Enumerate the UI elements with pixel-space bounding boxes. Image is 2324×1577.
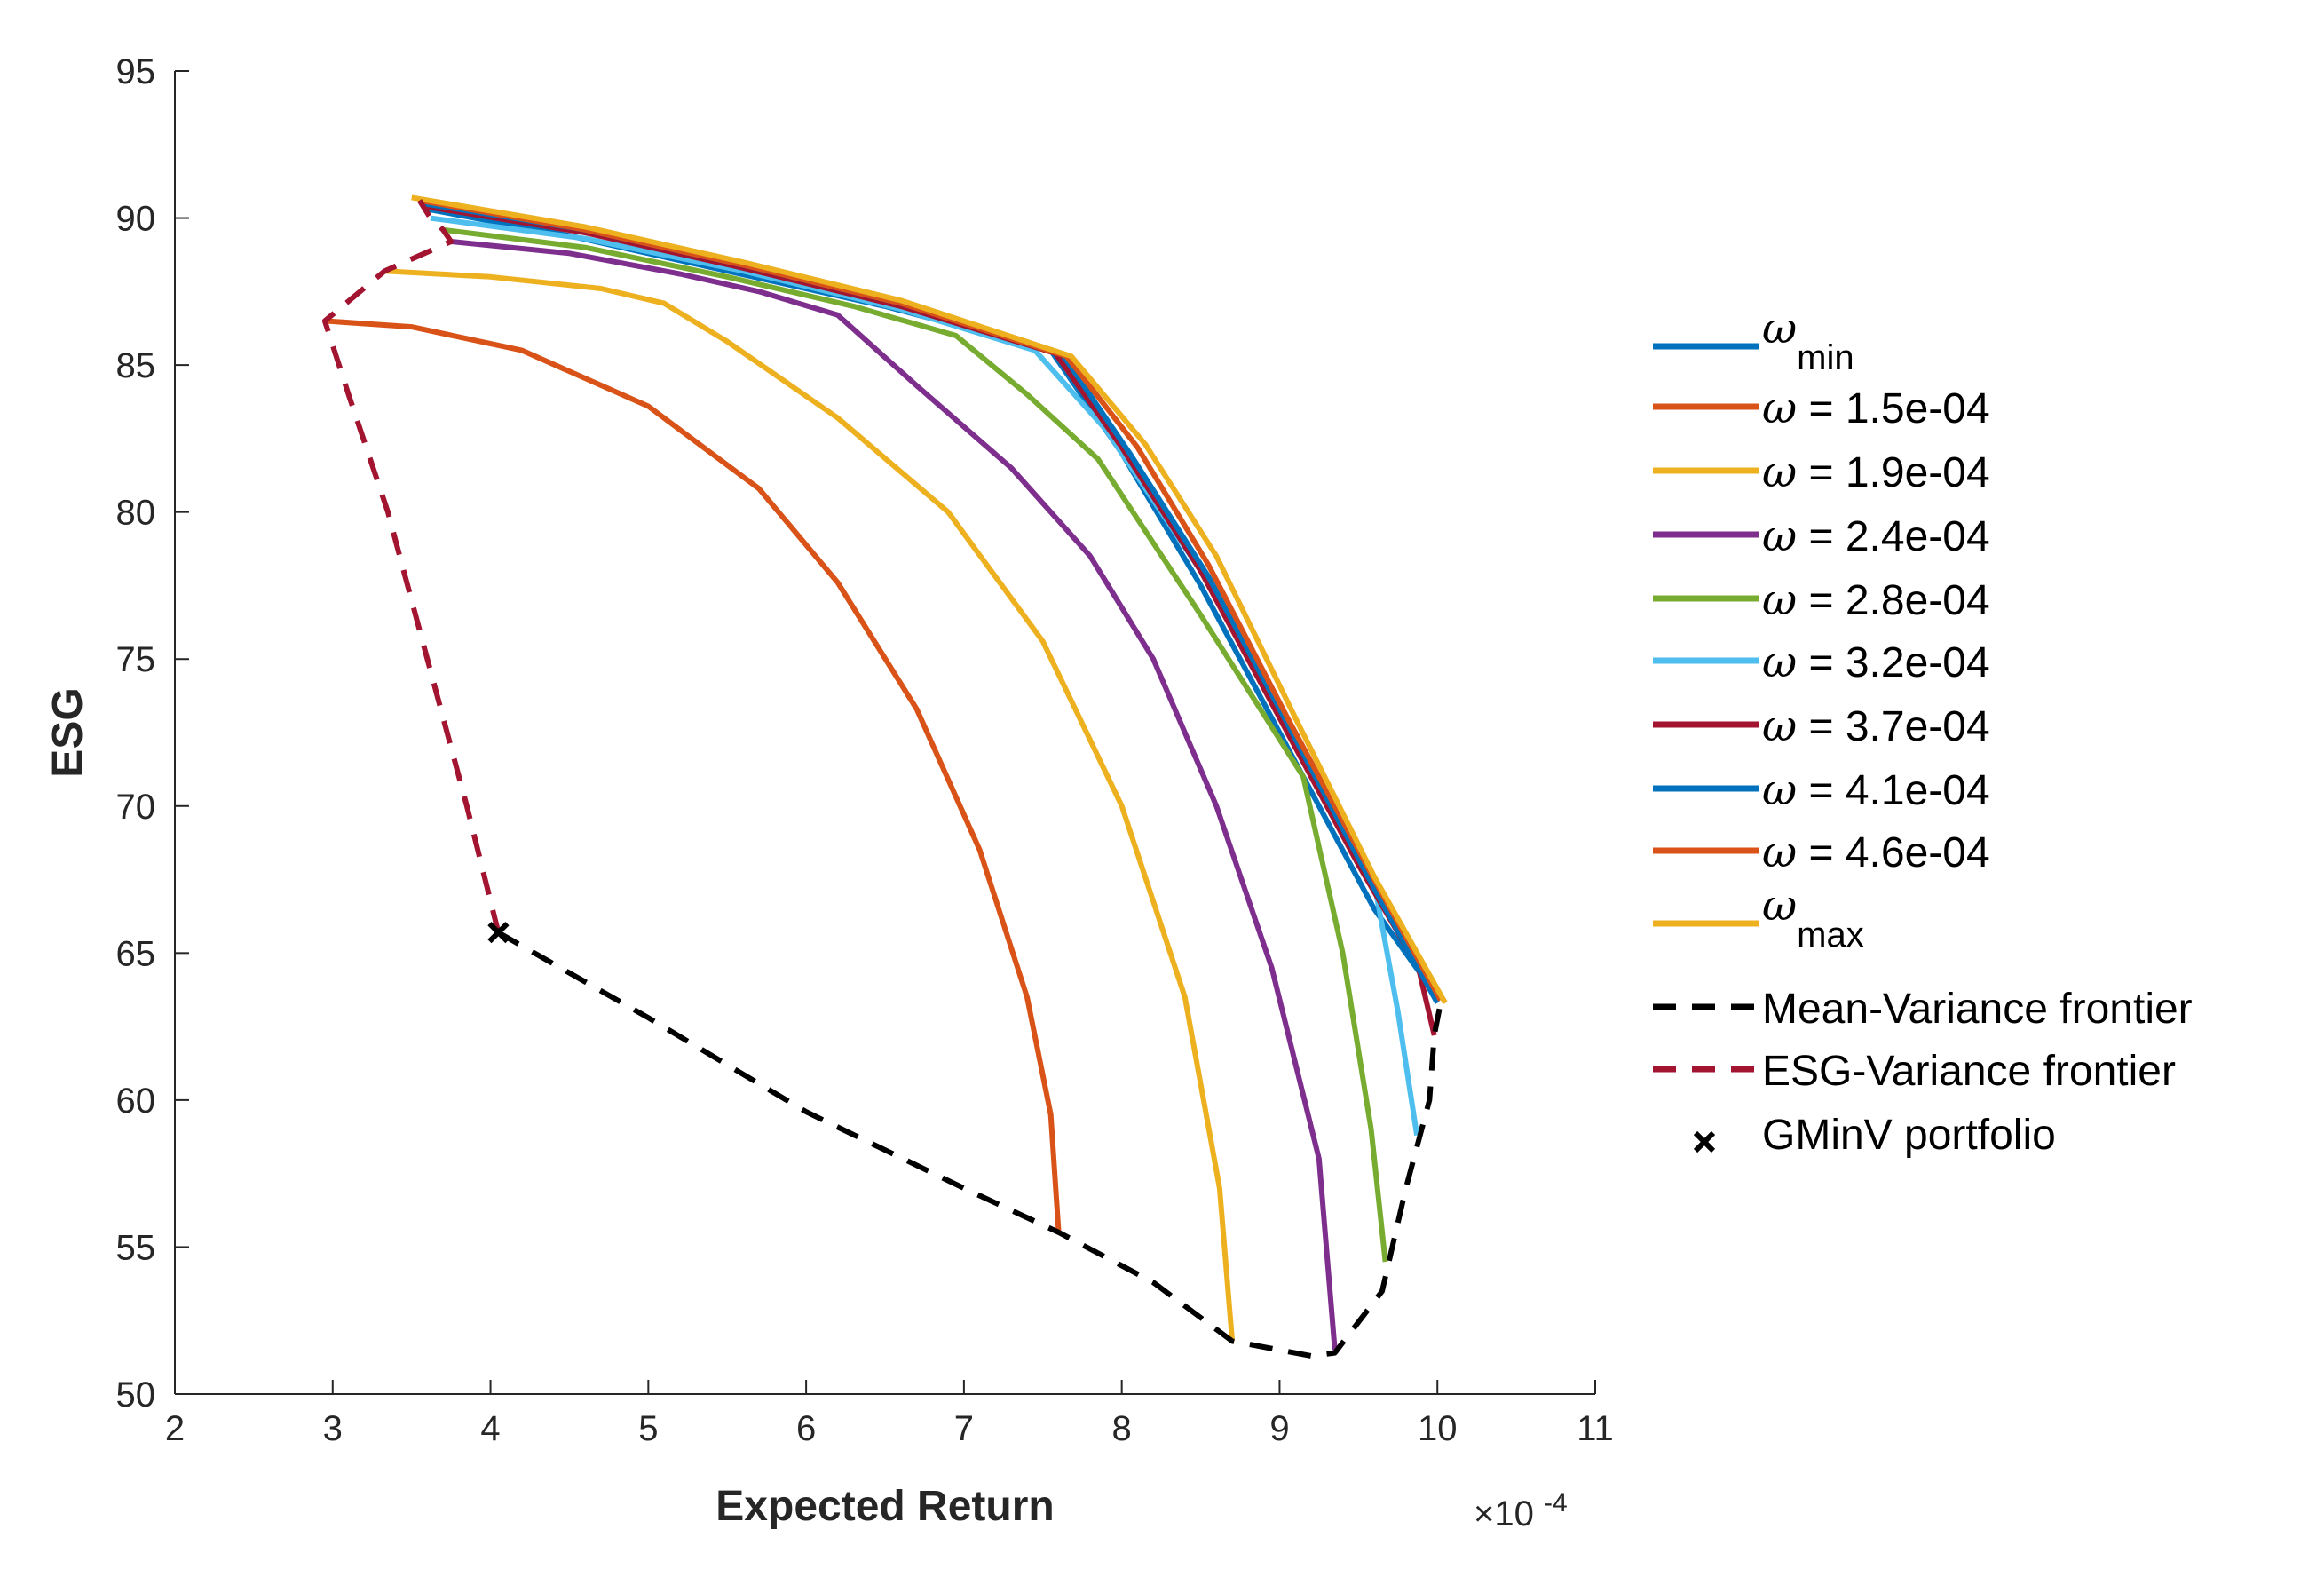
legend-label-1: ω = 1.5e-04: [1762, 384, 1990, 433]
plot-area: [321, 194, 1448, 1359]
series-11-line: [321, 199, 502, 933]
axes: 2 3 4 5 6 7 8 9 10 11 50 55 60 65 70 75 80 85 90 95: [116, 52, 1614, 1448]
legend-label-5: ω = 3.2e-04: [1762, 638, 1990, 687]
y-tick-label: 90: [116, 200, 156, 239]
y-tick-label: 60: [116, 1082, 156, 1121]
legend-omega-symbol: ω: [1762, 828, 1797, 877]
x-axis-exponent-power: -4: [1544, 1488, 1568, 1518]
x-tick-label: 9: [1269, 1409, 1289, 1448]
legend-subscript: min: [1797, 338, 1854, 377]
y-tick-label: 55: [116, 1228, 156, 1267]
legend-subscript: max: [1797, 915, 1864, 955]
legend-omega-symbol: ω: [1762, 448, 1797, 497]
series-10-line: [496, 930, 1443, 1359]
legend-omega-symbol: ω: [1762, 384, 1797, 433]
y-tick-label: 95: [116, 52, 156, 91]
legend-label-0: ωmin: [1762, 304, 1854, 377]
y-tick-label: 65: [116, 934, 156, 973]
x-tick-label: 3: [323, 1409, 343, 1448]
x-tick-label: 2: [165, 1409, 185, 1448]
legend-label-2: ω = 1.9e-04: [1762, 448, 1990, 497]
x-tick-label: 4: [480, 1409, 500, 1448]
series-1-line: [324, 318, 1062, 1233]
legend-label-7: ω = 4.1e-04: [1762, 765, 1990, 815]
legend-omega-symbol: ω: [1762, 638, 1797, 687]
y-tick-label: 80: [116, 494, 156, 533]
x-axis-title: Expected Return: [715, 1483, 1054, 1530]
legend-omega-symbol: ω: [1762, 765, 1797, 815]
x-axis-exponent-base: ×10: [1474, 1494, 1534, 1533]
legend-omega-symbol: ω: [1762, 304, 1797, 353]
series-8-line: [419, 197, 1443, 1002]
gminv-marker: [487, 922, 510, 944]
series-4-line: [442, 226, 1388, 1263]
legend-label-3: ω = 2.4e-04: [1762, 511, 1990, 561]
y-tick-label: 85: [116, 346, 156, 385]
legend-omega-symbol: ω: [1762, 701, 1797, 751]
y-tick-label: 70: [116, 788, 156, 827]
legend-label-6: ω = 3.7e-04: [1762, 701, 1990, 751]
y-tick-label: 75: [116, 640, 156, 679]
legend-label-11: ESG-Variance frontier: [1762, 1048, 2176, 1095]
legend-omega-symbol: ω: [1762, 881, 1797, 931]
x-tick-label: 7: [954, 1409, 974, 1448]
x-tick-label: 8: [1112, 1409, 1132, 1448]
y-tick-label: 50: [116, 1375, 156, 1415]
legend-omega-symbol: ω: [1762, 575, 1797, 625]
series-5-line: [430, 215, 1420, 1137]
y-axis-title: ESG: [44, 687, 91, 777]
legend-label-9: ωmax: [1762, 881, 1864, 955]
series-9-line: [411, 194, 1448, 1005]
x-tick-label: 10: [1418, 1409, 1458, 1448]
x-tick-label: 11: [1577, 1409, 1614, 1448]
series-2-line: [384, 268, 1236, 1342]
x-tick-label: 6: [796, 1409, 816, 1448]
legend-omega-symbol: ω: [1762, 511, 1797, 561]
legend-label-4: ω = 2.8e-04: [1762, 575, 1990, 625]
legend-gminv-marker: [1693, 1130, 1716, 1153]
x-tick-label: 5: [638, 1409, 658, 1448]
series-3-line: [450, 239, 1338, 1351]
legend-label-8: ω = 4.6e-04: [1762, 828, 1990, 877]
legend-label-10: Mean-Variance frontier: [1762, 986, 2193, 1033]
x-axis-exponent: ×10 -4: [1474, 1488, 1568, 1533]
legend-label-12: GMinV portfolio: [1762, 1112, 2056, 1159]
